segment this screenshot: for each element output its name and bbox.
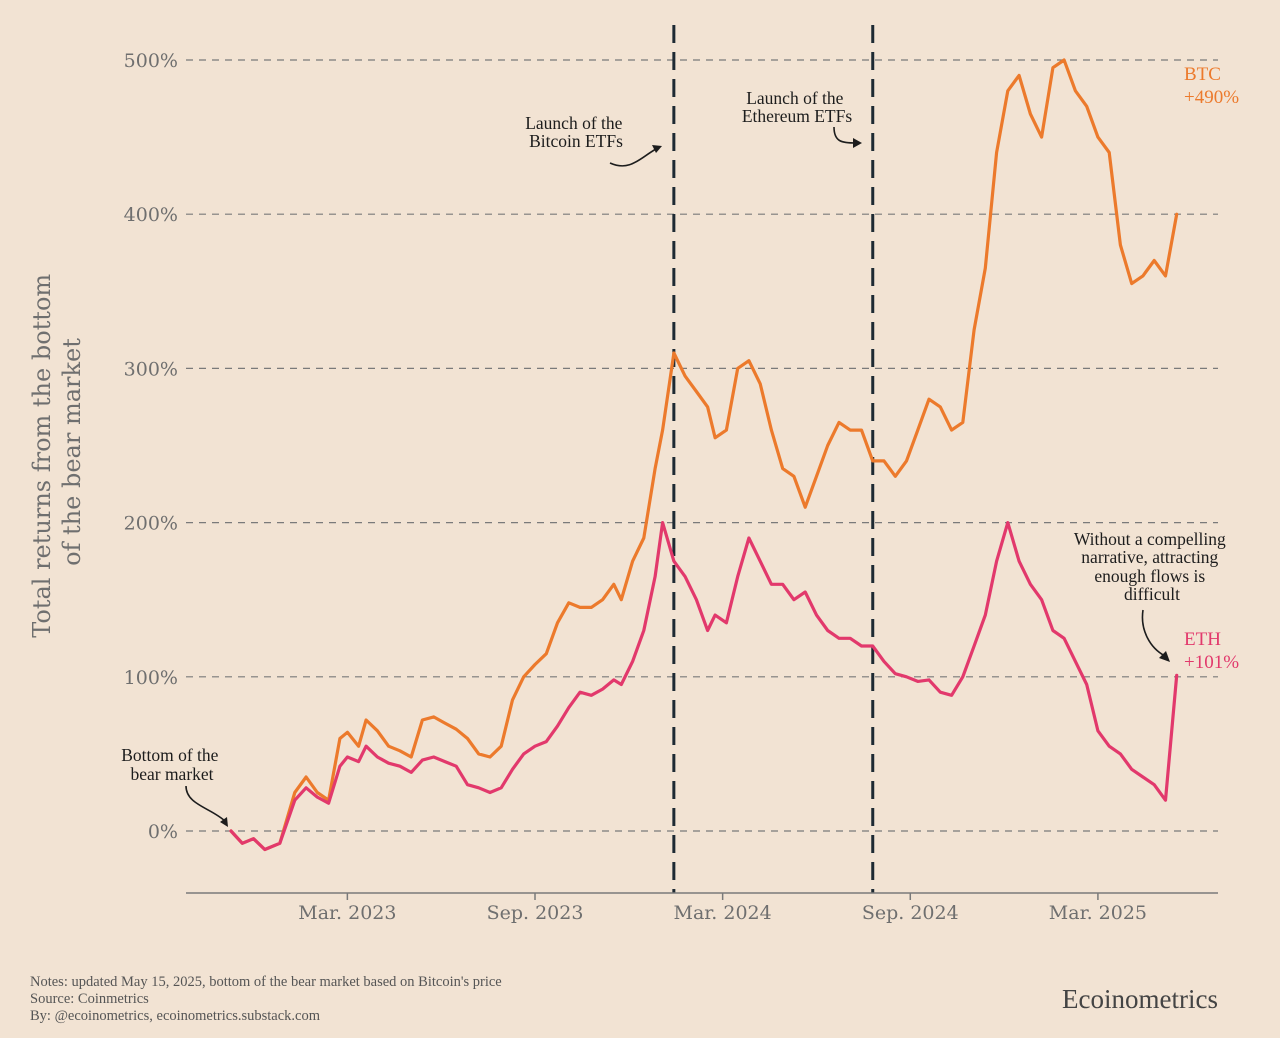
- byline: By: @ecoinometrics, ecoinometrics.substa…: [30, 1008, 320, 1024]
- x-tick-label: Mar. 2023: [298, 902, 396, 924]
- annotation-bottom-arrow: [185, 785, 227, 823]
- annotation-narrative-arrowhead: [1159, 651, 1170, 662]
- annotation-bottom-arrowhead: [220, 817, 228, 827]
- y-tick-label: 500%: [124, 50, 178, 72]
- eth-end-label: ETH +101%: [1184, 629, 1239, 673]
- y-tick-label: 0%: [148, 821, 178, 843]
- annotation-ethereum-etf-arrow: [833, 126, 857, 144]
- y-axis-label: Total returns from the bottom of the bea…: [28, 266, 86, 638]
- y-tick-label: 200%: [124, 513, 178, 535]
- btc-end-label: BTC +490%: [1184, 64, 1239, 108]
- brand-logo-text: Ecoinometrics: [1062, 984, 1218, 1014]
- source-line: Source: Coinmetrics: [30, 991, 149, 1007]
- annotation-narrative-arrow: [1141, 609, 1166, 657]
- notes-line: Notes: updated May 15, 2025, bottom of t…: [30, 974, 502, 990]
- annotation-bottom: Bottom of the bear market: [121, 745, 223, 784]
- x-tick-label: Sep. 2024: [862, 902, 959, 924]
- annotation-ethereum-etf-arrowhead: [853, 138, 862, 148]
- x-tick-label: Mar. 2025: [1049, 902, 1147, 924]
- annotation-bitcoin-etf-arrow: [609, 148, 657, 167]
- annotation-bitcoin-etf: Launch of the Bitcoin ETFs: [525, 113, 627, 151]
- x-tick-label: Sep. 2023: [487, 902, 584, 924]
- eth-line: [229, 520, 1179, 852]
- y-tick-label: 300%: [124, 358, 178, 380]
- footer-notes: Notes: updated May 15, 2025, bottom of t…: [30, 974, 502, 1025]
- y-tick-label: 100%: [124, 667, 178, 689]
- annotation-narrative: Without a compelling narrative, attracti…: [1074, 529, 1230, 604]
- btc-line: [229, 58, 1179, 852]
- y-tick-label: 400%: [124, 204, 178, 226]
- annotation-bitcoin-etf-arrowhead: [652, 145, 662, 153]
- x-tick-label: Mar. 2024: [674, 902, 772, 924]
- annotation-ethereum-etf: Launch of the Ethereum ETFs: [742, 88, 853, 126]
